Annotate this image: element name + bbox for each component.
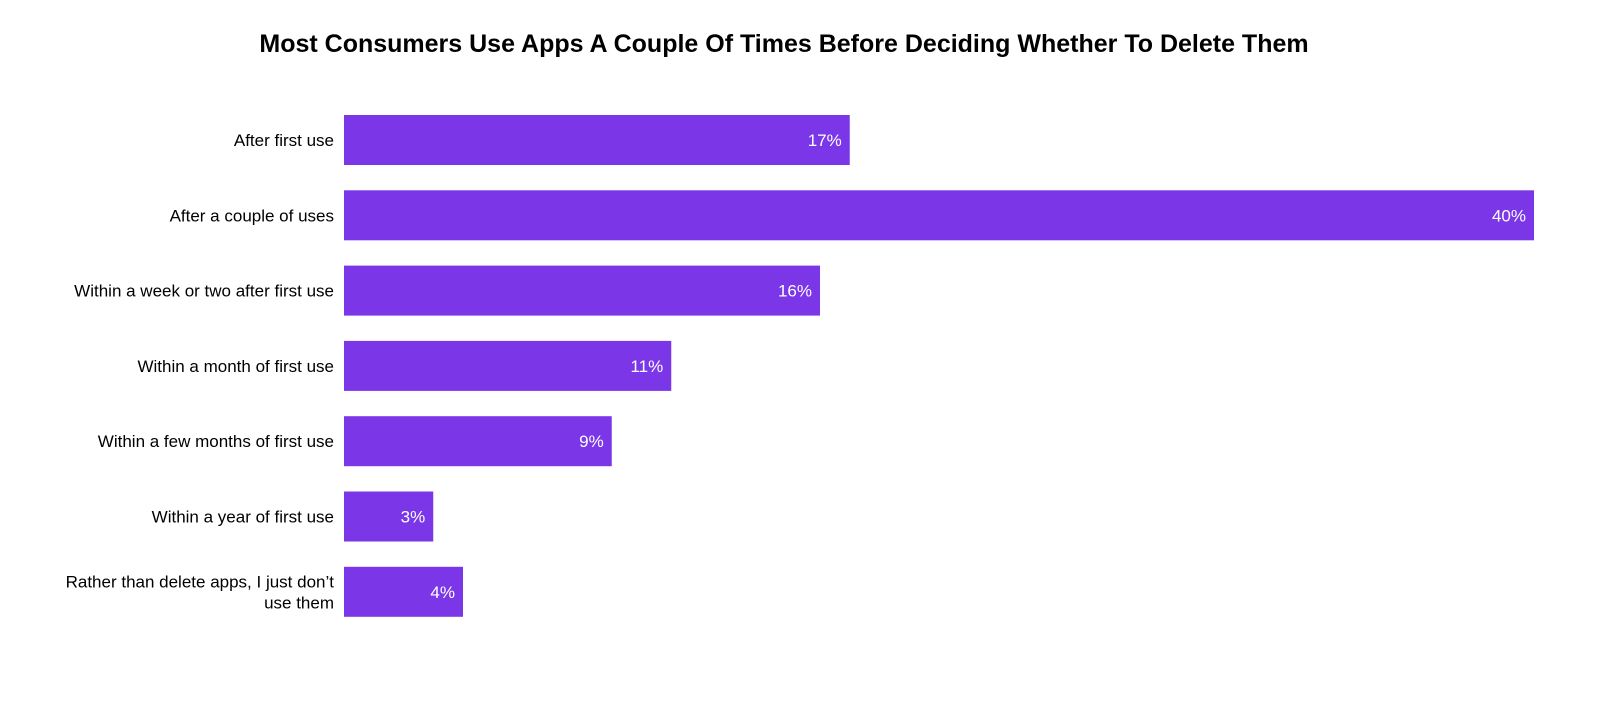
bar-1 — [344, 115, 850, 165]
category-label-2: After a couple of uses — [170, 206, 334, 225]
category-label-line: Within a few months of first use — [98, 432, 334, 451]
category-label-line: Within a year of first use — [152, 508, 334, 527]
bar-5 — [344, 416, 612, 467]
category-labels: After first use After a couple of uses Wit… — [66, 131, 335, 612]
value-label-5: 9% — [579, 432, 604, 451]
value-label-7: 4% — [430, 583, 455, 602]
category-label-1: After first use — [234, 131, 334, 150]
category-label-5: Within a few months of first use — [98, 432, 334, 451]
category-label-line: use them — [264, 593, 334, 612]
value-label-6: 3% — [401, 508, 426, 527]
category-label-4: Within a month of first use — [137, 357, 334, 376]
bar-4 — [344, 340, 672, 391]
category-label-7: Rather than delete apps, I just don’t use… — [66, 572, 335, 612]
category-label-line: Within a week or two after first use — [74, 282, 334, 301]
category-label-6: Within a year of first use — [152, 508, 334, 527]
value-labels: 17% 40% 16% 11% 9% 3% 4% — [401, 131, 1526, 602]
value-label-3: 16% — [778, 282, 812, 301]
bar-2 — [344, 190, 1534, 241]
category-label-line: Rather than delete apps, I just don’t — [66, 572, 335, 591]
category-label-3: Within a week or two after first use — [74, 282, 334, 301]
chart-title: Most Consumers Use Apps A Couple Of Time… — [259, 30, 1309, 58]
bar-3 — [344, 265, 820, 316]
value-label-4: 11% — [630, 357, 663, 376]
bar-7 — [344, 566, 463, 617]
category-label-line: After a couple of uses — [170, 206, 334, 225]
value-label-2: 40% — [1492, 206, 1526, 225]
category-label-line: After first use — [234, 131, 334, 150]
category-label-line: Within a month of first use — [137, 357, 334, 376]
bars-layer — [344, 115, 1534, 617]
value-label-1: 17% — [808, 131, 842, 150]
bar-6 — [344, 491, 434, 542]
